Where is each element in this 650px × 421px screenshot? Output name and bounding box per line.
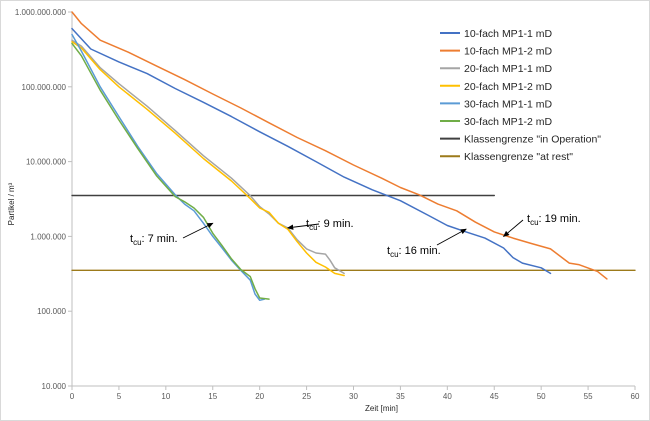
x-tick-label: 60 bbox=[631, 392, 640, 401]
legend-label: 20-fach MP1-2 mD bbox=[464, 81, 553, 93]
annotation-label: tcu: 19 min. bbox=[527, 213, 581, 227]
legend-label: 30-fach MP1-2 mD bbox=[464, 116, 553, 128]
series-line-6 bbox=[71, 42, 270, 300]
annotation-arrow bbox=[182, 222, 214, 239]
series-line-2 bbox=[71, 11, 608, 280]
legend-label: 10-fach MP1-2 mD bbox=[464, 46, 553, 58]
x-tick-label: 40 bbox=[443, 392, 452, 401]
x-tick-label: 20 bbox=[255, 392, 264, 401]
x-tick-label: 0 bbox=[70, 392, 75, 401]
x-tick-label: 35 bbox=[396, 392, 405, 401]
x-tick-label: 15 bbox=[208, 392, 217, 401]
series-line-3 bbox=[71, 39, 345, 275]
y-tick-label: 100.000 bbox=[37, 307, 66, 316]
y-tick-label: 1.000.000.000 bbox=[15, 8, 67, 17]
legend-label: Klassengrenze "in Operation" bbox=[464, 134, 601, 146]
series-line-5 bbox=[71, 33, 266, 302]
y-tick-label: 100.000.000 bbox=[22, 83, 67, 92]
y-tick-label: 10.000.000 bbox=[26, 158, 67, 167]
annotation-arrow bbox=[286, 223, 320, 230]
annotation-arrow bbox=[502, 219, 524, 237]
series-line-4 bbox=[71, 41, 345, 277]
annotation-arrow bbox=[436, 228, 467, 246]
annotation-label: tcu: 7 min. bbox=[130, 233, 178, 247]
x-tick-label: 55 bbox=[584, 392, 593, 401]
x-axis-title: Zeit [min] bbox=[365, 404, 398, 413]
series-line-1 bbox=[71, 27, 552, 275]
x-tick-label: 5 bbox=[117, 392, 122, 401]
x-tick-label: 25 bbox=[302, 392, 311, 401]
x-tick-label: 30 bbox=[349, 392, 358, 401]
x-tick-label: 50 bbox=[537, 392, 546, 401]
annotation-label: tcu: 16 min. bbox=[387, 245, 441, 259]
y-axis-title: Partikel / m³ bbox=[7, 182, 16, 225]
annotation-label: tcu: 9 min. bbox=[306, 218, 354, 232]
x-tick-label: 10 bbox=[161, 392, 170, 401]
legend-label: 10-fach MP1-1 mD bbox=[464, 28, 553, 40]
y-tick-label: 1.000.000 bbox=[30, 232, 66, 241]
x-tick-label: 45 bbox=[490, 392, 499, 401]
legend-label: 30-fach MP1-1 mD bbox=[464, 98, 553, 110]
legend-label: 20-fach MP1-1 mD bbox=[464, 63, 553, 75]
legend-label: Klassengrenze "at rest" bbox=[464, 151, 573, 163]
y-tick-label: 10.000 bbox=[42, 382, 67, 391]
